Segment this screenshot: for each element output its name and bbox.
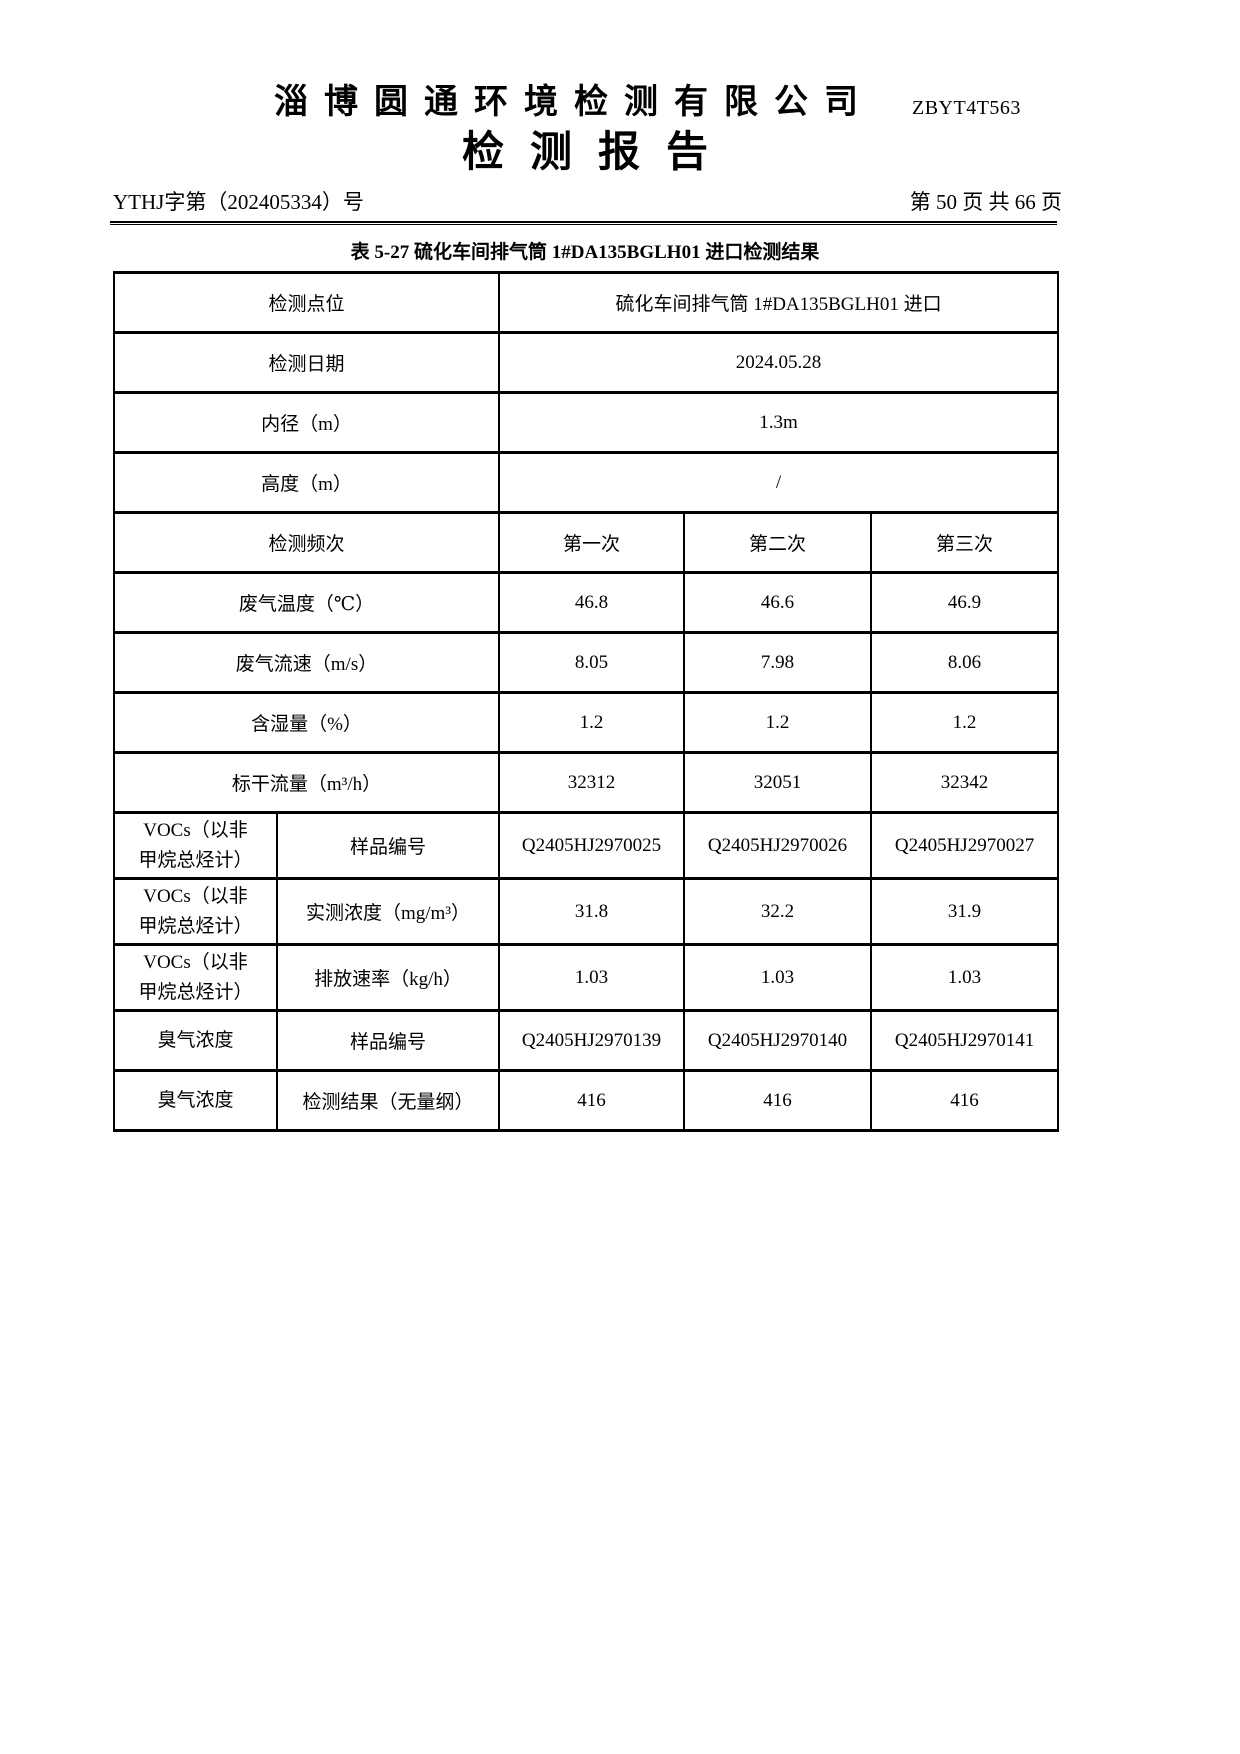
value-3: Q2405HJ2970141 <box>870 1009 1060 1072</box>
value-3: 46.9 <box>870 571 1060 634</box>
table-row-vocs-sample-id: VOCs（以非 甲烷总烃计） 样品编号 Q2405HJ2970025 Q2405… <box>113 811 1060 880</box>
item-label: 样品编号 <box>275 811 501 880</box>
row-label: 含湿量（%） <box>112 691 501 754</box>
frequency-col-3: 第三次 <box>870 511 1060 574</box>
row-value: 1.3m <box>498 391 1060 454</box>
value-1: 46.8 <box>498 571 686 634</box>
row-label: 内径（m） <box>112 391 501 454</box>
table-row-monitoring-point: 检测点位 硫化车间排气筒 1#DA135BGLH01 进口 <box>112 271 1060 334</box>
page-number-info: 第 50 页 共 66 页 <box>909 190 1062 214</box>
item-label: 排放速率（kg/h） <box>275 943 501 1012</box>
value-1: Q2405HJ2970139 <box>498 1009 686 1072</box>
row-label: 检测频次 <box>112 511 501 574</box>
value-1: 416 <box>498 1069 686 1132</box>
value-1: 31.8 <box>498 877 686 946</box>
table-row-moisture-content: 含湿量（%） 1.2 1.2 1.2 <box>112 691 1060 754</box>
value-3: Q2405HJ2970027 <box>870 811 1060 880</box>
table-row-vocs-emission-rate: VOCs（以非 甲烷总烃计） 排放速率（kg/h） 1.03 1.03 1.03 <box>113 943 1060 1012</box>
value-2: 32.2 <box>683 877 873 946</box>
table-row-gas-temperature: 废气温度（℃） 46.8 46.6 46.9 <box>112 571 1060 634</box>
table-row-monitoring-date: 检测日期 2024.05.28 <box>112 331 1060 394</box>
table-row-odor-result: 臭气浓度 检测结果（无量纲） 416 416 416 <box>113 1069 1060 1132</box>
value-3: 1.03 <box>870 943 1060 1012</box>
value-2: Q2405HJ2970140 <box>683 1009 873 1072</box>
results-table: 检测点位 硫化车间排气筒 1#DA135BGLH01 进口 检测日期 2024.… <box>112 271 1060 1132</box>
company-name: 淄博圆通环境检测有限公司 <box>274 84 874 121</box>
row-label: 废气温度（℃） <box>112 571 501 634</box>
frequency-col-2: 第二次 <box>683 511 873 574</box>
report-code: ZBYT4T563 <box>912 97 1021 119</box>
row-label: 废气流速（m/s） <box>112 631 501 694</box>
value-1: 8.05 <box>498 631 686 694</box>
table-row-dry-flow-rate: 标干流量（m³/h） 32312 32051 32342 <box>112 751 1060 814</box>
pollutant-name: VOCs（以非 甲烷总烃计） <box>113 811 278 880</box>
item-label: 检测结果（无量纲） <box>275 1069 501 1132</box>
row-label: 标干流量（m³/h） <box>112 751 501 814</box>
value-2: 32051 <box>683 751 873 814</box>
row-label: 检测日期 <box>112 331 501 394</box>
pollutant-name: VOCs（以非 甲烷总烃计） <box>113 943 278 1012</box>
row-value: / <box>498 451 1060 514</box>
report-title: 检测报告 <box>461 130 734 176</box>
table-row-odor-sample-id: 臭气浓度 样品编号 Q2405HJ2970139 Q2405HJ2970140 … <box>113 1009 1060 1072</box>
row-value: 2024.05.28 <box>498 331 1060 394</box>
value-1: 32312 <box>498 751 686 814</box>
pollutant-name: 臭气浓度 <box>113 1069 278 1132</box>
table-row-inner-diameter: 内径（m） 1.3m <box>112 391 1060 454</box>
header-divider-rule <box>110 221 1057 225</box>
value-2: 7.98 <box>683 631 873 694</box>
value-3: 31.9 <box>870 877 1060 946</box>
table-caption: 表 5-27 硫化车间排气筒 1#DA135BGLH01 进口检测结果 <box>350 242 820 263</box>
value-2: 1.03 <box>683 943 873 1012</box>
row-label: 高度（m） <box>112 451 501 514</box>
table-row-vocs-concentration: VOCs（以非 甲烷总烃计） 实测浓度（mg/m³） 31.8 32.2 31.… <box>113 877 1060 946</box>
table-row-height: 高度（m） / <box>112 451 1060 514</box>
pollutant-name: 臭气浓度 <box>113 1009 278 1072</box>
value-2: 46.6 <box>683 571 873 634</box>
pollutant-name: VOCs（以非 甲烷总烃计） <box>113 877 278 946</box>
value-3: 416 <box>870 1069 1060 1132</box>
value-3: 32342 <box>870 751 1060 814</box>
value-1: Q2405HJ2970025 <box>498 811 686 880</box>
row-value: 硫化车间排气筒 1#DA135BGLH01 进口 <box>498 271 1060 334</box>
table-row-frequency-header: 检测频次 第一次 第二次 第三次 <box>112 511 1060 574</box>
table-row-gas-velocity: 废气流速（m/s） 8.05 7.98 8.06 <box>112 631 1060 694</box>
value-2: Q2405HJ2970026 <box>683 811 873 880</box>
value-1: 1.03 <box>498 943 686 1012</box>
frequency-col-1: 第一次 <box>498 511 686 574</box>
item-label: 样品编号 <box>275 1009 501 1072</box>
value-3: 1.2 <box>870 691 1060 754</box>
value-2: 416 <box>683 1069 873 1132</box>
doc-number: YTHJ字第（202405334）号 <box>113 190 364 214</box>
value-1: 1.2 <box>498 691 686 754</box>
item-label: 实测浓度（mg/m³） <box>275 877 501 946</box>
value-2: 1.2 <box>683 691 873 754</box>
row-label: 检测点位 <box>112 271 501 334</box>
value-3: 8.06 <box>870 631 1060 694</box>
